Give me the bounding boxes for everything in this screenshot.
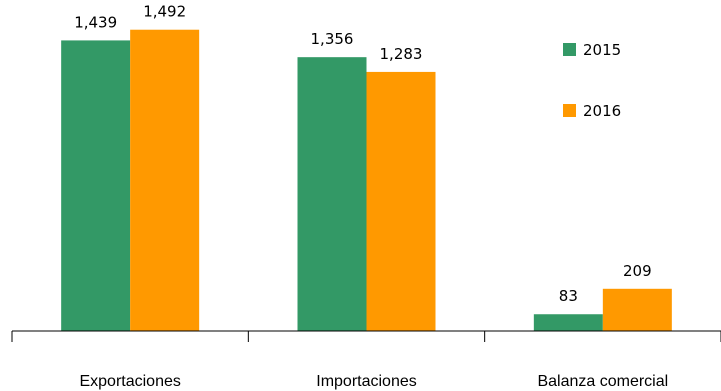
legend-swatch-2016 <box>563 104 576 117</box>
bar-2016-2 <box>602 288 672 331</box>
value-labels-group: 1,439 1,492 1,356 1,283 83 209 <box>74 3 651 306</box>
legend-label: 2015 <box>583 41 621 59</box>
bar-2015-2 <box>533 314 603 331</box>
data-label: 1,439 <box>74 13 117 31</box>
bar-2015-1 <box>297 57 367 332</box>
category-label: Importaciones <box>316 373 417 390</box>
category-labels-group: Exportaciones Importaciones Balanza comerc… <box>79 373 668 390</box>
x-axis-ticks <box>11 331 721 342</box>
legend: 2015 2016 <box>563 41 621 120</box>
legend-label: 2016 <box>583 102 621 120</box>
bars-group <box>61 29 672 332</box>
legend-swatch-2015 <box>563 43 576 56</box>
category-label: Exportaciones <box>79 373 180 390</box>
data-label: 1,492 <box>143 3 186 21</box>
data-label: 209 <box>623 262 652 280</box>
data-label: 83 <box>559 287 578 305</box>
bar-2015-0 <box>61 40 131 332</box>
bar-2016-0 <box>130 29 200 332</box>
category-label: Balanza comercial <box>537 373 668 390</box>
data-label: 1,356 <box>311 30 354 48</box>
bar-2016-1 <box>366 71 436 331</box>
data-label: 1,283 <box>380 45 423 63</box>
